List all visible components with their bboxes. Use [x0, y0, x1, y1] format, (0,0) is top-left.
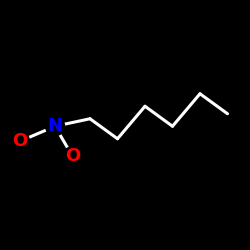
Text: O: O: [12, 132, 28, 150]
Circle shape: [63, 147, 82, 166]
Text: N: N: [48, 117, 62, 135]
Text: O: O: [65, 147, 80, 165]
Circle shape: [10, 132, 29, 151]
Circle shape: [46, 117, 64, 136]
